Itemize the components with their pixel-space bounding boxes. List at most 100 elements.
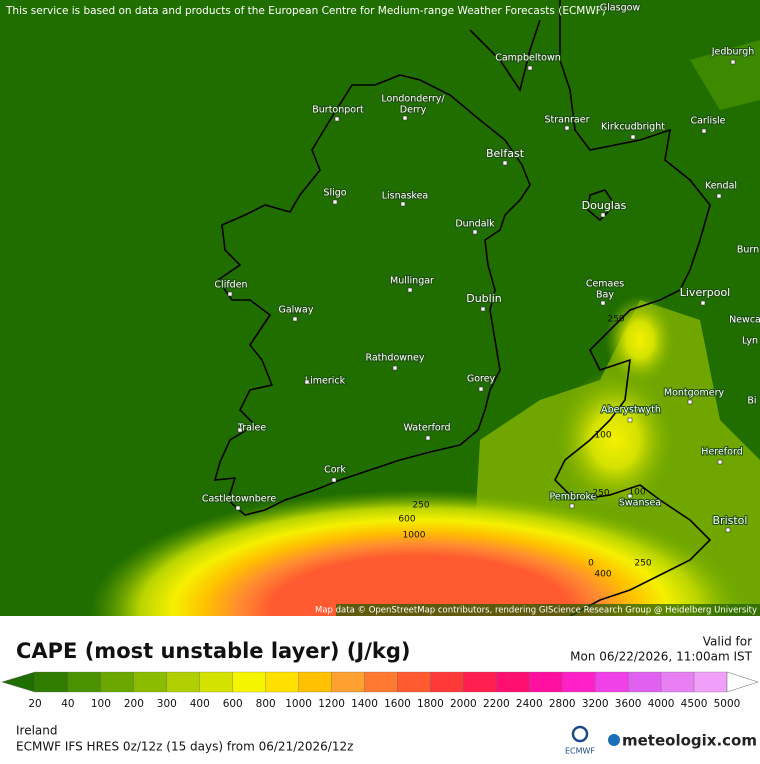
cape-zone bbox=[605, 295, 675, 385]
scale-swatch bbox=[100, 671, 135, 693]
attribution: Map data © OpenStreetMap contributors, r… bbox=[315, 606, 757, 616]
city-label: Lisnaskea bbox=[382, 191, 429, 202]
scale-label: 1400 bbox=[351, 698, 378, 710]
contour-label: 1000 bbox=[403, 531, 426, 541]
scale-label: 4000 bbox=[648, 698, 675, 710]
city-label: Burn bbox=[737, 245, 759, 256]
city-label: Burtonport bbox=[312, 105, 364, 116]
contour-label: 250 bbox=[607, 315, 624, 325]
city-label: Cork bbox=[324, 465, 346, 476]
city-label: Rathdowney bbox=[365, 353, 424, 364]
city-marker bbox=[627, 493, 633, 499]
city-label: Londonderry/ bbox=[381, 94, 445, 105]
contour-label: 400 bbox=[594, 570, 611, 580]
scale-swatch bbox=[166, 671, 200, 693]
scale-swatch bbox=[430, 671, 464, 693]
scale-swatch bbox=[595, 671, 629, 693]
scale-swatch bbox=[562, 671, 596, 693]
city-marker bbox=[407, 287, 413, 293]
city-label: Swansea bbox=[619, 498, 661, 509]
scale-swatch bbox=[496, 671, 530, 693]
scale-label: 1200 bbox=[318, 698, 345, 710]
city-label: Cemaes bbox=[586, 279, 624, 290]
model-run: ECMWF IFS HRES 0z/12z (15 days) from 06/… bbox=[16, 740, 353, 754]
city-marker bbox=[235, 505, 241, 511]
city-marker bbox=[569, 503, 575, 509]
city-marker bbox=[730, 59, 736, 65]
city-label: Tralee bbox=[237, 423, 267, 434]
city-label: Campbeltown bbox=[495, 53, 561, 64]
scale-label: 3200 bbox=[582, 698, 609, 710]
contour-label: 250 bbox=[412, 501, 429, 511]
scale-label: 1800 bbox=[417, 698, 444, 710]
city-marker bbox=[502, 160, 508, 166]
city-label: Dundalk bbox=[455, 219, 495, 230]
city-label: Montgomery bbox=[664, 388, 725, 399]
scale-arrow-high bbox=[726, 671, 759, 693]
city-marker bbox=[527, 65, 533, 71]
scale-swatch bbox=[529, 671, 563, 693]
scale-label: 20 bbox=[28, 698, 41, 710]
contour-label: 600 bbox=[398, 515, 415, 525]
city-marker bbox=[627, 417, 633, 423]
city-marker bbox=[304, 379, 310, 385]
valid-time: Mon 06/22/2026, 11:00am IST bbox=[570, 650, 753, 664]
scale-label: 800 bbox=[256, 698, 276, 710]
attribution-bg bbox=[336, 604, 760, 616]
city-marker bbox=[716, 193, 722, 199]
scale-swatch bbox=[265, 671, 299, 693]
scale-label: 2800 bbox=[549, 698, 576, 710]
scale-label: 400 bbox=[190, 698, 210, 710]
city-label: Kirkcudbright bbox=[601, 122, 665, 133]
meteologix-logo bbox=[608, 734, 620, 746]
cape-zone bbox=[555, 370, 675, 510]
scale-label: 1000 bbox=[285, 698, 312, 710]
valid-label: Valid for bbox=[703, 635, 752, 649]
scale-swatch bbox=[232, 671, 266, 693]
city-marker bbox=[425, 435, 431, 441]
scale-swatch bbox=[660, 671, 695, 693]
city-label: Stranraer bbox=[545, 115, 590, 126]
city-marker bbox=[331, 477, 337, 483]
city-marker bbox=[600, 300, 606, 306]
scale-label: 1600 bbox=[384, 698, 411, 710]
city-marker bbox=[564, 125, 570, 131]
city-marker bbox=[480, 306, 486, 312]
city-label: Gorey bbox=[467, 374, 496, 385]
city-label: Hereford bbox=[701, 447, 742, 458]
scale-swatch bbox=[133, 671, 167, 693]
city-label: Glasgow bbox=[600, 3, 641, 14]
ecmwf-name: ECMWF bbox=[565, 747, 595, 756]
scale-label: 40 bbox=[61, 698, 74, 710]
scale-label: 600 bbox=[223, 698, 243, 710]
scale-label: 2000 bbox=[450, 698, 477, 710]
city-label: Waterford bbox=[403, 423, 450, 434]
city-marker bbox=[725, 527, 731, 533]
city-label: Newca bbox=[729, 315, 760, 326]
scale-swatch bbox=[627, 671, 662, 693]
city-marker bbox=[630, 134, 636, 140]
city-label: Galway bbox=[278, 305, 313, 316]
scale-label: 100 bbox=[91, 698, 111, 710]
chart-title: CAPE (most unstable layer) (J/kg) bbox=[16, 639, 410, 663]
city-marker bbox=[400, 201, 406, 207]
city-marker bbox=[334, 116, 340, 122]
data-notice: This service is based on data and produc… bbox=[5, 5, 606, 17]
city-label: Jedburgh bbox=[711, 47, 755, 58]
city-marker bbox=[292, 316, 298, 322]
city-marker bbox=[600, 212, 606, 218]
region: Ireland bbox=[16, 724, 58, 738]
city-label: Kendal bbox=[705, 181, 737, 192]
scale-swatch bbox=[67, 671, 102, 693]
city-label: Pembroke bbox=[549, 492, 596, 503]
scale-swatch bbox=[463, 671, 497, 693]
city-marker bbox=[717, 459, 723, 465]
contour-label: 100 bbox=[594, 431, 611, 441]
city-marker bbox=[478, 386, 484, 392]
scale-label: 2400 bbox=[516, 698, 543, 710]
city-label: Lyn bbox=[742, 336, 758, 347]
city-label: Sligo bbox=[323, 188, 346, 199]
city-label: Mullingar bbox=[390, 276, 434, 287]
